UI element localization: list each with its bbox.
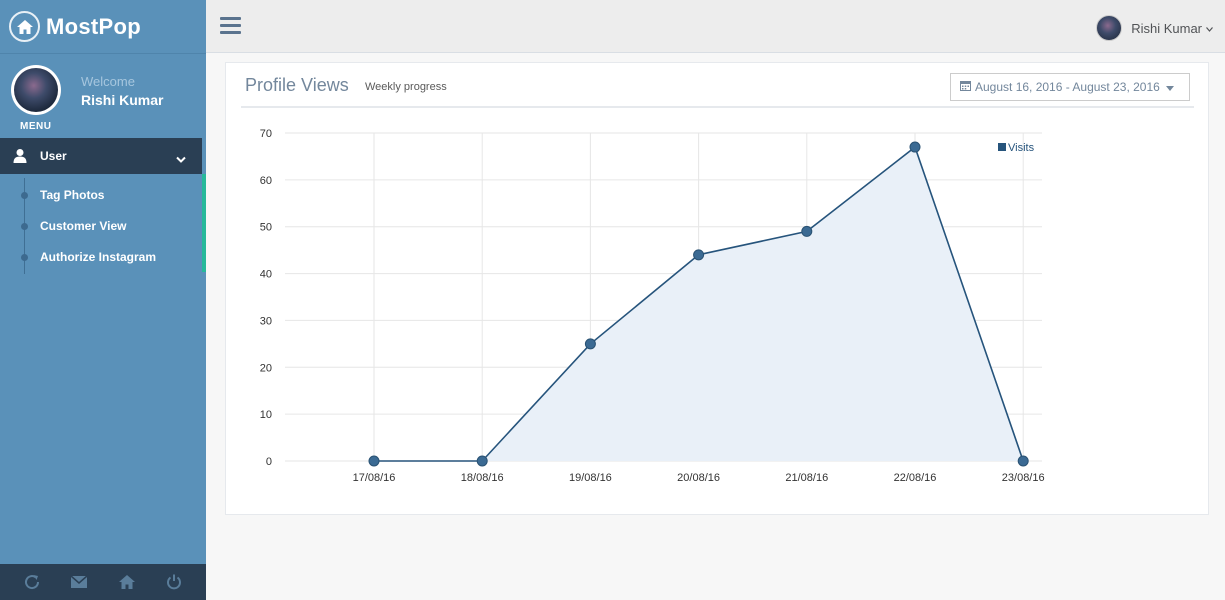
data-point — [801, 225, 813, 237]
chevron-down-icon — [1206, 19, 1213, 37]
user-name: Rishi Kumar — [1131, 20, 1202, 36]
date-range-text: August 16, 2016 - August 23, 2016 — [975, 80, 1160, 94]
brand-name: MostPop — [46, 13, 141, 39]
menu-label: MENU — [20, 121, 52, 132]
sidebar-subnav: Tag Photos Customer View Authorize Insta… — [0, 174, 202, 274]
y-tick-label: 70 — [260, 128, 272, 140]
refresh-icon[interactable] — [22, 572, 42, 592]
avatar — [1096, 15, 1123, 41]
panel-subtitle: Weekly progress — [365, 81, 447, 93]
y-tick-label: 40 — [260, 269, 272, 281]
brand[interactable]: MostPop — [0, 0, 206, 54]
sidebar-footer — [0, 564, 206, 600]
y-tick-label: 30 — [260, 315, 272, 327]
active-indicator — [202, 174, 206, 272]
welcome-text: Welcome — [81, 74, 135, 89]
sidebar-item-authorize-instagram[interactable]: Authorize Instagram — [0, 242, 202, 272]
x-tick-label: 19/08/16 — [569, 472, 612, 484]
y-tick-label: 0 — [266, 456, 272, 468]
bullet-icon — [21, 191, 28, 199]
x-tick-label: 23/08/16 — [1002, 472, 1045, 484]
sidebar-item-customer-view[interactable]: Customer View — [0, 211, 202, 241]
top-nav: Rishi Kumar — [206, 0, 1225, 53]
x-tick-label: 18/08/16 — [461, 472, 504, 484]
y-axis: 0 10 20 30 40 50 60 70 — [260, 128, 272, 468]
data-point — [476, 455, 488, 467]
date-range-picker[interactable]: August 16, 2016 - August 23, 2016 — [950, 73, 1190, 101]
profile-name: Rishi Kumar — [81, 92, 164, 108]
series-points — [368, 141, 1029, 467]
panel-title: Profile Views — [245, 75, 349, 95]
chevron-down-icon — [176, 151, 186, 169]
envelope-icon[interactable] — [69, 572, 89, 592]
data-point — [693, 249, 705, 261]
bullet-icon — [21, 222, 28, 230]
y-tick-label: 10 — [260, 409, 272, 421]
y-tick-label: 20 — [260, 362, 272, 374]
caret-down-icon — [1165, 78, 1174, 96]
power-icon[interactable] — [164, 572, 184, 592]
sidebar-item-label: Authorize Instagram — [40, 250, 157, 264]
sidebar-section-label: User — [40, 149, 67, 163]
legend-swatch — [998, 143, 1006, 151]
data-point — [1017, 455, 1029, 467]
sidebar-item-label: Tag Photos — [40, 188, 105, 202]
data-point — [584, 338, 596, 350]
x-tick-label: 17/08/16 — [353, 472, 396, 484]
sidebar-item-label: Customer View — [40, 219, 127, 233]
x-tick-label: 22/08/16 — [894, 472, 937, 484]
sidebar-section-user[interactable]: User — [0, 138, 202, 174]
avatar[interactable] — [11, 65, 61, 115]
bullet-icon — [21, 253, 28, 261]
data-point — [368, 455, 380, 467]
series-area — [374, 147, 1024, 461]
calendar-icon — [960, 78, 971, 96]
menu-toggle-icon[interactable] — [220, 17, 241, 35]
y-tick-label: 60 — [260, 175, 272, 187]
user-menu[interactable]: Rishi Kumar — [1096, 15, 1213, 41]
sidebar-item-tag-photos[interactable]: Tag Photos — [0, 180, 202, 210]
y-tick-label: 50 — [260, 222, 272, 234]
panel-header: Profile Views Weekly progress August 16,… — [241, 63, 1194, 108]
user-icon — [12, 148, 28, 164]
sidebar: MostPop MENU Welcome Rishi Kumar User Ta… — [0, 0, 206, 600]
x-tick-label: 21/08/16 — [785, 472, 828, 484]
legend-label: Visits — [1008, 142, 1035, 154]
profile: MENU Welcome Rishi Kumar — [0, 54, 206, 138]
profile-views-chart: 0 10 20 30 40 50 60 70 17/08/16 18/08/16 19/08/16… — [260, 128, 1045, 484]
home-icon — [9, 11, 40, 42]
x-tick-label: 20/08/16 — [677, 472, 720, 484]
x-axis: 17/08/16 18/08/16 19/08/16 20/08/16 21/08/16… — [353, 472, 1045, 484]
home-icon[interactable] — [117, 572, 137, 592]
chart-legend: Visits — [998, 142, 1035, 154]
data-point — [909, 141, 921, 153]
